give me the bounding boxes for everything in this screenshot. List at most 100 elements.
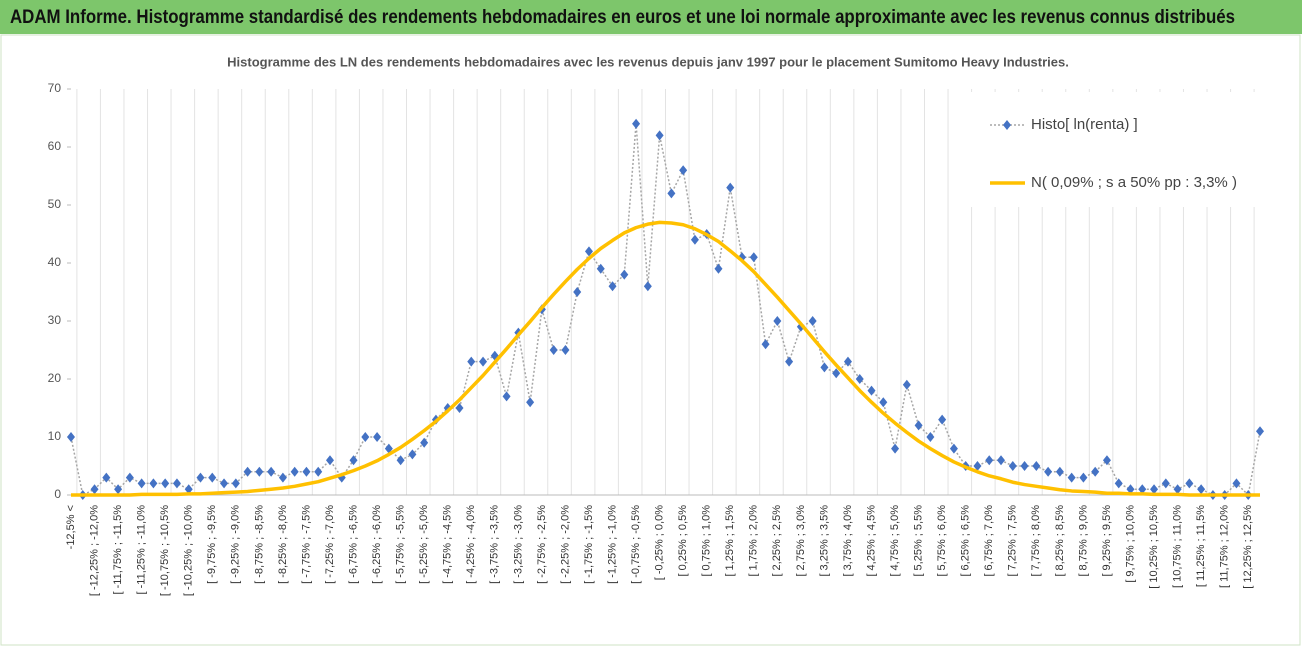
histogram-marker	[643, 281, 652, 292]
x-tick-label: [ 12,25% ; 12,5%	[1242, 505, 1254, 589]
x-tick-label: [ -7,75% ; -7,5%	[300, 505, 312, 584]
x-tick-label: -12,5% <	[65, 505, 77, 549]
x-tick-label: [ -1,25% ; -1,0%	[606, 505, 618, 584]
y-tick-label: 10	[48, 429, 62, 443]
histogram-marker	[290, 466, 299, 477]
legend-box	[965, 92, 1290, 207]
histogram-marker	[314, 466, 323, 477]
y-tick-label: 30	[48, 313, 62, 327]
histogram-marker	[679, 165, 688, 176]
histogram-marker	[1126, 484, 1135, 495]
x-tick-label: [ -6,75% ; -6,5%	[347, 505, 359, 584]
histogram-marker	[396, 455, 405, 466]
x-tick-label: [ -10,25% ; -10,0%	[183, 505, 195, 596]
histogram-marker	[114, 484, 123, 495]
x-tick-label: [ 5,75% ; 6,0%	[936, 505, 948, 577]
histogram-marker	[1067, 472, 1076, 483]
histogram-marker	[67, 432, 75, 442]
histogram-marker	[596, 263, 605, 274]
y-tick-label: 0	[54, 487, 61, 501]
histogram-marker	[749, 252, 758, 263]
histogram-marker	[208, 472, 217, 483]
histogram-marker	[1173, 484, 1182, 495]
x-tick-label: [ -5,75% ; -5,5%	[395, 505, 407, 584]
x-tick-label: [ 2,25% ; 2,5%	[771, 505, 783, 577]
histogram-marker	[1256, 426, 1264, 437]
x-tick-label: [ 10,25% ; 10,5%	[1148, 505, 1160, 589]
header-title: ADAM Informe. Histogramme standardisé de…	[10, 7, 1235, 28]
histogram-marker	[867, 385, 876, 396]
x-tick-label: [ -1,75% ; -1,5%	[583, 505, 595, 584]
x-tick-label: [ 8,75% ; 9,0%	[1077, 505, 1089, 577]
x-tick-label: [ -8,25% ; -8,0%	[277, 505, 289, 584]
histogram-marker	[172, 478, 181, 489]
histogram-marker	[655, 130, 664, 141]
histogram-marker	[1197, 484, 1206, 495]
x-tick-label: [ -7,25% ; -7,0%	[324, 505, 336, 584]
x-tick-label: [ 0,25% ; 0,5%	[677, 505, 689, 577]
y-tick-label: 40	[48, 255, 62, 269]
histogram-marker	[584, 246, 593, 257]
x-tick-label: [ -12,25% ; -12,0%	[88, 505, 100, 596]
x-tick-label: [ -3,75% ; -3,5%	[489, 505, 501, 584]
histogram-marker	[608, 281, 617, 292]
header-bar	[0, 0, 1302, 34]
x-tick-label: [ 6,25% ; 6,5%	[960, 505, 972, 577]
histogram-marker	[1161, 478, 1170, 489]
histogram-marker	[832, 368, 841, 379]
x-tick-label: [ -0,25% ; 0,0%	[654, 505, 666, 580]
histogram-marker	[773, 316, 782, 326]
histogram-marker	[879, 397, 888, 408]
x-tick-label: [ 8,25% ; 8,5%	[1054, 505, 1066, 577]
histogram-marker	[1150, 484, 1159, 495]
x-tick-label: [ 4,75% ; 5,0%	[889, 505, 901, 577]
histogram-marker	[1020, 461, 1029, 471]
histogram-marker	[408, 449, 417, 460]
x-tick-label: [ 6,75% ; 7,0%	[983, 505, 995, 577]
histogram-marker	[373, 432, 382, 442]
histogram-marker	[549, 345, 558, 355]
histogram-marker	[526, 397, 535, 408]
histogram-marker	[479, 356, 488, 367]
histogram-marker	[278, 472, 287, 483]
x-tick-label: [ 0,75% ; 1,0%	[701, 505, 713, 577]
histogram-marker	[1138, 484, 1147, 495]
histogram-marker	[726, 182, 735, 193]
histogram-marker	[455, 403, 464, 413]
y-tick-label: 20	[48, 371, 62, 385]
x-tick-label: [ 1,25% ; 1,5%	[724, 505, 736, 577]
histogram-marker	[125, 472, 134, 483]
histogram-marker	[973, 461, 982, 471]
x-tick-label: [ 7,75% ; 8,0%	[1030, 505, 1042, 577]
x-tick-label: [ 9,75% ; 10,0%	[1124, 505, 1136, 583]
legend-label: N( 0,09% ; s a 50% pp : 3,3% )	[1031, 174, 1237, 191]
histogram-marker	[149, 478, 158, 489]
histogram-marker	[1055, 466, 1064, 477]
histogram-marker	[184, 484, 193, 495]
x-tick-label: [ -3,25% ; -3,0%	[512, 505, 524, 584]
x-tick-label: [ -0,75% ; -0,5%	[630, 505, 642, 584]
histogram-marker	[1044, 466, 1053, 477]
x-tick-label: [ -11,25% ; -11,0%	[136, 505, 148, 595]
histogram-marker	[361, 432, 370, 442]
histogram-marker	[255, 466, 264, 477]
y-tick-label: 50	[48, 197, 62, 211]
histogram-marker	[1102, 455, 1111, 466]
x-tick-label: [ 3,25% ; 3,5%	[818, 505, 830, 577]
histogram-marker	[267, 466, 276, 477]
x-tick-label: [ 11,75% ; 12,0%	[1219, 505, 1231, 588]
x-tick-label: [ 9,25% ; 9,5%	[1101, 505, 1113, 577]
x-tick-label: [ -9,75% ; -9,5%	[206, 505, 218, 584]
histogram-marker	[90, 484, 99, 495]
histogram-marker	[137, 478, 146, 489]
x-tick-label: [ -5,25% ; -5,0%	[418, 505, 430, 584]
histogram-marker	[302, 466, 311, 477]
histogram-marker	[620, 269, 629, 280]
histogram-marker	[220, 478, 229, 489]
histogram-marker	[902, 379, 911, 390]
histogram-marker	[1079, 472, 1088, 483]
histogram-marker	[985, 455, 994, 466]
x-tick-label: [ 2,75% ; 3,0%	[795, 505, 807, 577]
histogram-marker	[1232, 478, 1241, 489]
